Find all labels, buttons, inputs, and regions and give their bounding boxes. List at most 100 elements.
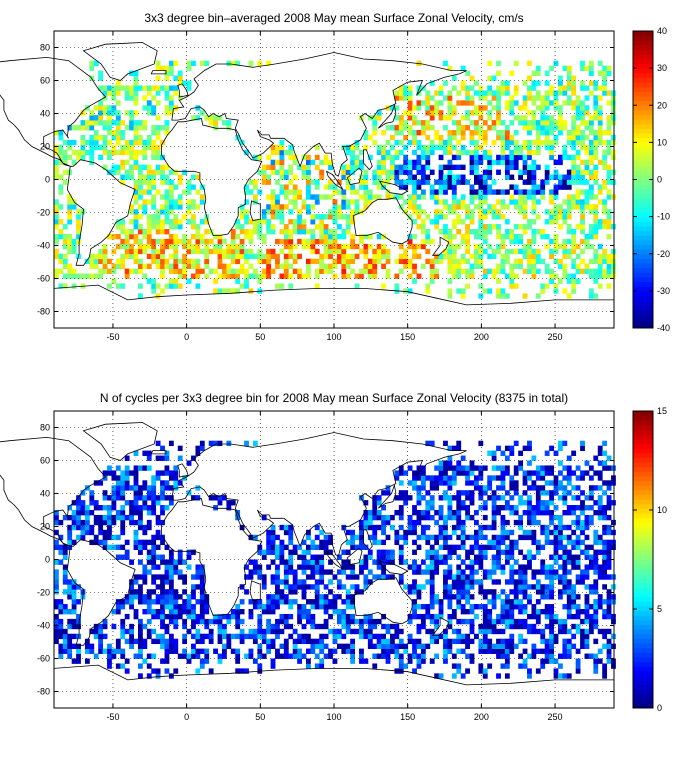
data-cell (416, 485, 422, 491)
data-cell (98, 643, 104, 649)
data-cell (107, 648, 112, 654)
data-cell (416, 465, 422, 471)
data-cell (429, 238, 435, 245)
data-cell (84, 149, 90, 156)
data-cell (164, 485, 170, 491)
data-cell (301, 633, 307, 640)
data-cell (359, 569, 364, 575)
data-cell (456, 569, 462, 575)
data-cell (199, 564, 205, 570)
data-cell (522, 120, 528, 126)
data-cell (292, 199, 298, 205)
data-cell (562, 584, 568, 590)
data-cell (359, 268, 364, 274)
data-cell (456, 130, 462, 136)
data-cell (584, 189, 590, 195)
data-cell (496, 579, 501, 585)
data-cell (558, 485, 563, 491)
data-cell (398, 253, 404, 260)
data-cell (540, 648, 546, 654)
data-cell (323, 569, 329, 575)
data-cell (168, 475, 174, 481)
data-cell (544, 589, 550, 595)
data-cell (314, 534, 320, 541)
data-cell (283, 174, 289, 180)
data-cell (451, 199, 457, 205)
data-cell (107, 130, 112, 136)
colorbar-tick-label: 0 (657, 175, 662, 185)
y-tick-label: 20 (40, 142, 50, 152)
data-cell (226, 253, 232, 260)
data-cell (129, 485, 134, 491)
data-cell (531, 139, 537, 146)
data-cell (571, 204, 577, 210)
data-cell (314, 589, 320, 595)
data-cell (89, 273, 95, 279)
data-cell (434, 519, 440, 526)
data-cell (283, 238, 289, 245)
data-cell (306, 209, 311, 215)
data-cell (155, 440, 161, 447)
data-cell (115, 485, 121, 491)
data-cell (129, 559, 134, 565)
data-cell (487, 544, 493, 550)
data-cell (566, 154, 572, 161)
data-cell (602, 209, 608, 215)
data-cell (146, 485, 152, 491)
data-cell (429, 189, 435, 195)
data-cell (500, 130, 506, 136)
data-cell (496, 224, 501, 230)
data-cell (487, 574, 493, 580)
data-cell (164, 648, 170, 654)
data-cell (575, 199, 581, 205)
data-cell (323, 594, 329, 600)
data-cell (527, 248, 532, 255)
data-cell (456, 179, 462, 185)
data-cell (222, 253, 227, 260)
data-cell (478, 189, 484, 195)
data-cell (478, 293, 484, 299)
data-cell (394, 495, 400, 501)
data-cell (199, 599, 205, 605)
data-cell (177, 238, 183, 245)
data-cell (151, 638, 157, 645)
data-cell (447, 184, 453, 190)
data-cell (394, 115, 400, 121)
data-cell (199, 110, 205, 116)
data-cell (182, 243, 188, 250)
data-cell (500, 495, 506, 501)
data-cell (67, 539, 73, 546)
data-cell (522, 554, 528, 560)
data-cell (566, 229, 572, 235)
data-cell (513, 199, 519, 205)
data-cell (496, 618, 501, 625)
data-cells (54, 60, 616, 299)
data-cell (120, 238, 126, 245)
data-cell (93, 500, 99, 506)
data-cell (142, 599, 148, 605)
data-cell (319, 219, 325, 225)
data-cell (443, 584, 448, 590)
data-cell (580, 569, 585, 575)
data-cell (288, 149, 294, 156)
data-cell (306, 159, 311, 166)
data-cell (208, 618, 214, 625)
data-cell (403, 248, 409, 255)
data-cell (164, 204, 170, 210)
data-cell (606, 120, 612, 126)
data-cell (332, 599, 338, 605)
data-cell (111, 278, 117, 284)
data-cell (416, 214, 422, 220)
data-cell (531, 534, 537, 541)
data-cell (168, 633, 174, 640)
data-cell (588, 70, 594, 76)
data-cell (460, 125, 466, 131)
data-cell (434, 179, 440, 185)
data-cell (491, 539, 497, 546)
data-cell (482, 500, 488, 506)
data-cell (124, 139, 130, 146)
data-cell (319, 564, 325, 570)
data-cell (252, 224, 258, 230)
data-cell (120, 529, 126, 536)
data-cell (129, 209, 134, 215)
